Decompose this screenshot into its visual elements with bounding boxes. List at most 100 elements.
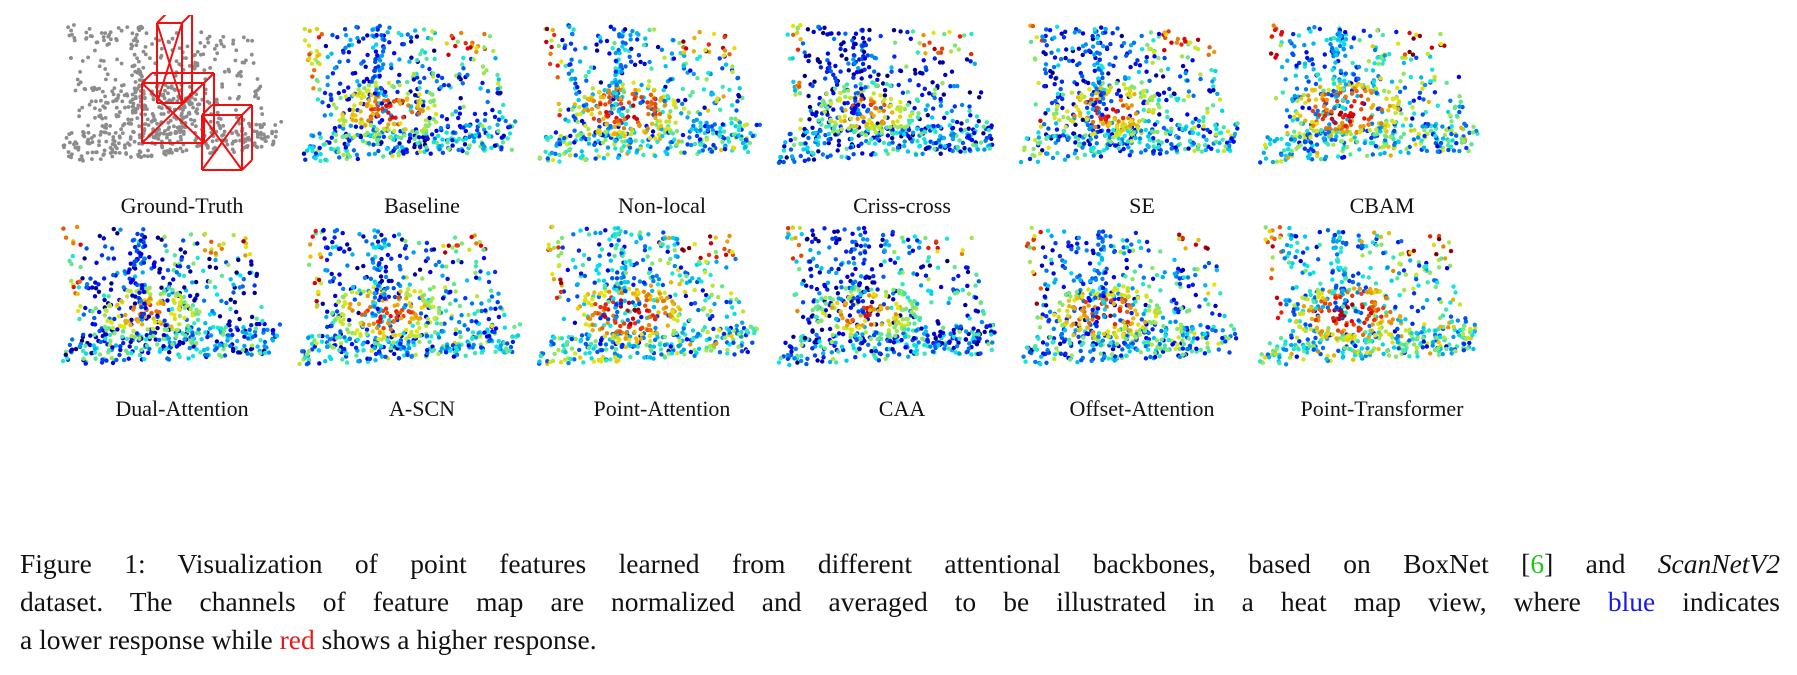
point [224,139,228,143]
point [955,144,960,150]
point [1311,123,1316,128]
point [663,64,668,69]
point [424,134,429,139]
point [76,147,81,152]
point [1111,127,1116,133]
point [568,41,574,46]
point [93,115,97,120]
point [1326,91,1331,97]
point [804,129,810,135]
point [115,38,119,43]
point [933,140,939,146]
point [1340,129,1346,135]
point [157,337,162,343]
point [396,153,401,158]
point [1361,28,1366,33]
point [1294,111,1300,116]
point [1093,124,1098,130]
point-cloud [537,22,762,164]
point [366,83,372,88]
point [871,91,876,96]
point [625,114,631,119]
point [152,117,157,121]
point [190,303,196,308]
point [87,27,92,31]
point [90,34,94,39]
point [262,321,267,327]
point [628,32,633,38]
point [1162,55,1167,61]
point [1336,154,1341,159]
point [651,88,657,93]
point [415,141,420,146]
point [1366,59,1372,64]
point [1292,93,1297,99]
point [175,148,179,153]
point [652,27,657,32]
point [1313,97,1319,102]
point [166,292,172,298]
point [1165,115,1170,120]
point [948,49,954,54]
point [228,277,233,282]
point [608,24,613,29]
point [968,113,973,118]
point [1311,67,1316,72]
point [1077,29,1082,34]
point [147,255,152,260]
point [915,50,920,55]
point [657,119,663,124]
point [79,154,84,159]
point [632,96,637,102]
point [169,324,174,329]
point [240,60,245,65]
point [839,53,844,58]
point [1139,80,1144,85]
point [1063,55,1068,61]
point [601,156,607,161]
point [582,107,587,113]
point [384,146,390,152]
point [135,86,140,91]
point [365,130,370,135]
point [797,80,802,86]
point [930,80,935,85]
point [673,105,678,110]
point [341,152,346,157]
point [1053,99,1058,104]
point [1235,126,1240,131]
point [1034,35,1039,40]
point [90,150,95,155]
point [314,26,320,32]
point [63,352,68,357]
point [1379,107,1384,112]
point [1306,148,1311,153]
point [976,119,981,124]
point [402,133,407,138]
point [395,89,400,95]
point [433,119,439,125]
point [851,53,857,58]
point [177,46,182,50]
point [1408,57,1414,62]
point [108,319,114,324]
point [1157,112,1162,117]
point [573,81,578,86]
point [734,108,739,113]
point [1387,52,1392,57]
point [907,78,913,83]
point [1419,75,1424,80]
point [1343,82,1349,87]
point [86,130,91,135]
point [1279,64,1285,70]
point [563,63,568,69]
point [1215,91,1220,97]
point [1100,75,1105,81]
point [863,85,868,90]
point [826,140,831,146]
point [1199,149,1205,154]
point [806,157,811,162]
point [678,150,684,155]
point [254,316,259,321]
point [698,128,703,133]
